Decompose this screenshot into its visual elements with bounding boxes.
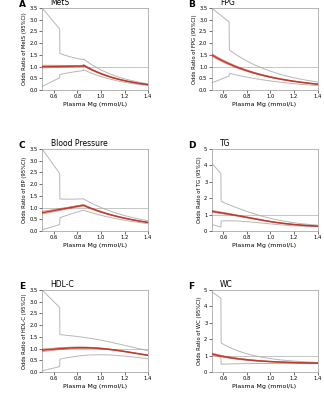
Text: D: D bbox=[188, 141, 196, 150]
Y-axis label: Odds Ratio of MetS (95%CI): Odds Ratio of MetS (95%CI) bbox=[22, 13, 28, 85]
Y-axis label: Odds Ratio of HDL-C (95%CI): Odds Ratio of HDL-C (95%CI) bbox=[22, 293, 28, 369]
Text: E: E bbox=[19, 282, 25, 291]
Text: MetS: MetS bbox=[51, 0, 70, 7]
Text: C: C bbox=[19, 141, 26, 150]
Text: HDL-C: HDL-C bbox=[51, 280, 74, 289]
X-axis label: Plasma Mg (mmol/L): Plasma Mg (mmol/L) bbox=[233, 102, 296, 107]
Y-axis label: Odds Ratio of FPG (95%CI): Odds Ratio of FPG (95%CI) bbox=[192, 14, 197, 84]
X-axis label: Plasma Mg (mmol/L): Plasma Mg (mmol/L) bbox=[63, 243, 127, 248]
Y-axis label: Odds Ratio of BP (95%CI): Odds Ratio of BP (95%CI) bbox=[22, 157, 28, 223]
X-axis label: Plasma Mg (mmol/L): Plasma Mg (mmol/L) bbox=[63, 102, 127, 107]
Text: FPG: FPG bbox=[220, 0, 235, 7]
Text: TG: TG bbox=[220, 139, 231, 148]
Text: Blood Pressure: Blood Pressure bbox=[51, 139, 107, 148]
X-axis label: Plasma Mg (mmol/L): Plasma Mg (mmol/L) bbox=[233, 384, 296, 389]
Y-axis label: Odds Ratio of TG (95%CI): Odds Ratio of TG (95%CI) bbox=[197, 157, 202, 223]
Text: F: F bbox=[188, 282, 194, 291]
Text: B: B bbox=[188, 0, 195, 9]
X-axis label: Plasma Mg (mmol/L): Plasma Mg (mmol/L) bbox=[233, 243, 296, 248]
Y-axis label: Odds Ratio of WC (95%CI): Odds Ratio of WC (95%CI) bbox=[197, 297, 202, 365]
Text: A: A bbox=[19, 0, 26, 9]
X-axis label: Plasma Mg (mmol/L): Plasma Mg (mmol/L) bbox=[63, 384, 127, 389]
Text: WC: WC bbox=[220, 280, 233, 289]
